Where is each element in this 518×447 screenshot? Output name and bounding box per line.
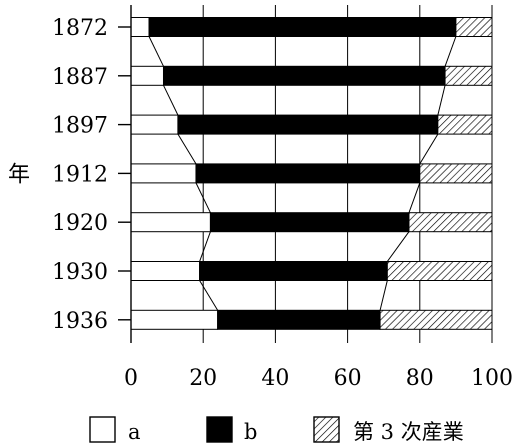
legend-label-3: 第 3 次産業	[353, 420, 464, 444]
bar-1912-a	[130, 163, 197, 184]
y-tick-label-1887: 1887	[52, 65, 108, 90]
y-tick-label-1920: 1920	[52, 211, 108, 236]
legend-item-1: a	[89, 416, 141, 444]
bar-1930-第-3-次産業	[386, 261, 493, 281]
bars-layer	[130, 17, 493, 330]
connector-2-1920	[386, 231, 410, 262]
legend-swatch-3	[313, 416, 340, 443]
x-tick-label-0: 0	[124, 366, 138, 391]
bar-1936-a	[130, 309, 219, 330]
connector-2-1887	[437, 85, 446, 116]
bar-1872-b	[148, 17, 457, 37]
bar-1930-a	[130, 261, 201, 281]
connector-1-1930	[199, 280, 219, 311]
connector-1-1887	[163, 85, 179, 116]
x-tick-label-80: 80	[406, 366, 434, 391]
connector-1-1897	[177, 133, 197, 165]
bar-1872-第-3-次産業	[455, 17, 493, 37]
bar-1920-b	[209, 212, 410, 233]
connector-layer	[148, 36, 457, 311]
bar-1897-第-3-次産業	[437, 114, 493, 135]
bar-1912-b	[195, 163, 421, 184]
legend-layer: a b 第 3 次産業	[89, 416, 464, 444]
legend-label-1: a	[128, 420, 141, 444]
bar-1872-a	[130, 17, 150, 37]
connector-2-1930	[379, 280, 388, 311]
x-tick-label-100: 100	[471, 366, 513, 391]
x-tick-label-20: 20	[189, 366, 217, 391]
connector-2-1897	[419, 133, 439, 165]
y-tick-label-1872: 1872	[52, 16, 108, 41]
connector-2-1872	[444, 36, 457, 67]
bar-1887-a	[130, 65, 164, 86]
connector-1-1872	[148, 36, 164, 67]
y-axis-label: 年	[8, 162, 30, 187]
bar-1930-b	[199, 261, 388, 281]
legend-swatch-2	[206, 416, 233, 443]
x-tick-label-60: 60	[334, 366, 362, 391]
connector-1-1912	[195, 182, 211, 213]
y-tick-label-1912: 1912	[52, 162, 108, 187]
legend-item-3: 第 3 次産業	[313, 416, 464, 444]
y-tick-label-1897: 1897	[52, 114, 108, 139]
axis-layer: 1872 1887 1897 1912 1920 1930 1936 年 0 20 40 60 80 10…	[8, 5, 513, 391]
y-tick-label-1936: 1936	[52, 309, 108, 334]
legend-item-2: b	[206, 416, 257, 444]
bar-1887-b	[162, 65, 446, 86]
bar-1936-第-3-次産業	[379, 309, 493, 330]
connector-2-1912	[408, 182, 421, 213]
y-tick-label-1930: 1930	[52, 260, 108, 285]
bar-1920-第-3-次産業	[408, 212, 493, 233]
x-tick-label-40: 40	[261, 366, 289, 391]
bar-1912-第-3-次産業	[419, 163, 493, 184]
bar-1897-a	[130, 114, 179, 135]
connector-1-1920	[199, 231, 211, 262]
bar-1936-b	[217, 309, 381, 330]
bar-1897-b	[177, 114, 439, 135]
bar-1920-a	[130, 212, 211, 233]
legend-label-2: b	[244, 420, 257, 444]
legend-swatch-1	[89, 416, 116, 443]
bar-1887-第-3-次産業	[444, 65, 493, 86]
